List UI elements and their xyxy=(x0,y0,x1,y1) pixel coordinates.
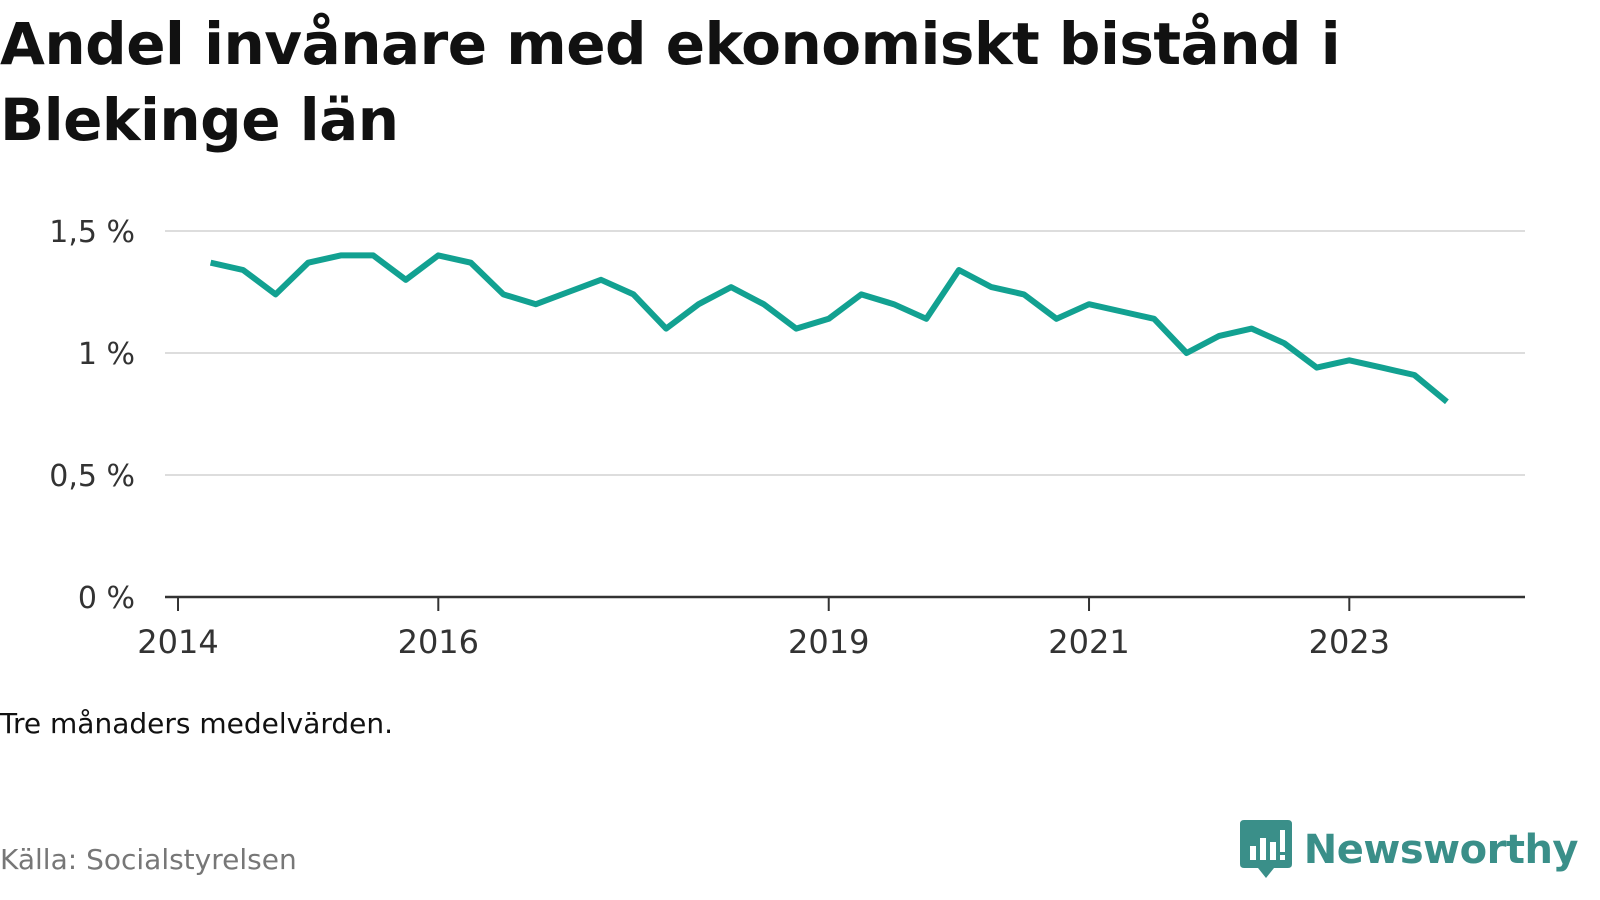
series-layer xyxy=(209,252,1449,405)
x-tick-label: 2023 xyxy=(1309,623,1390,661)
x-tick-label: 2019 xyxy=(788,623,869,661)
x-axis: 2014 2016 2019 2021 2023 xyxy=(137,595,1525,661)
x-tick-label: 2021 xyxy=(1048,623,1129,661)
series-line xyxy=(209,252,1449,405)
chart-note: Tre månaders medelvärden. xyxy=(0,707,394,740)
y-axis-labels: 0 % 0,5 % 1 % 1,5 % xyxy=(49,215,135,616)
y-tick-label: 0 % xyxy=(78,581,135,616)
chart-title: Andel invånare med ekonomiskt bistånd i … xyxy=(0,10,1341,154)
newsworthy-chart-bubble-icon xyxy=(1239,820,1292,878)
brand-logo[interactable]: Newsworthy xyxy=(1239,820,1579,880)
y-tick-label: 1 % xyxy=(78,337,135,372)
x-tick-label: 2014 xyxy=(137,623,218,661)
source-label: Källa: Socialstyrelsen xyxy=(0,843,297,876)
brand-name: Newsworthy xyxy=(1303,827,1579,873)
y-tick-label: 0,5 % xyxy=(49,459,135,494)
x-tick-label: 2016 xyxy=(398,623,479,661)
gridlines xyxy=(165,230,1525,476)
y-tick-label: 1,5 % xyxy=(49,215,135,250)
